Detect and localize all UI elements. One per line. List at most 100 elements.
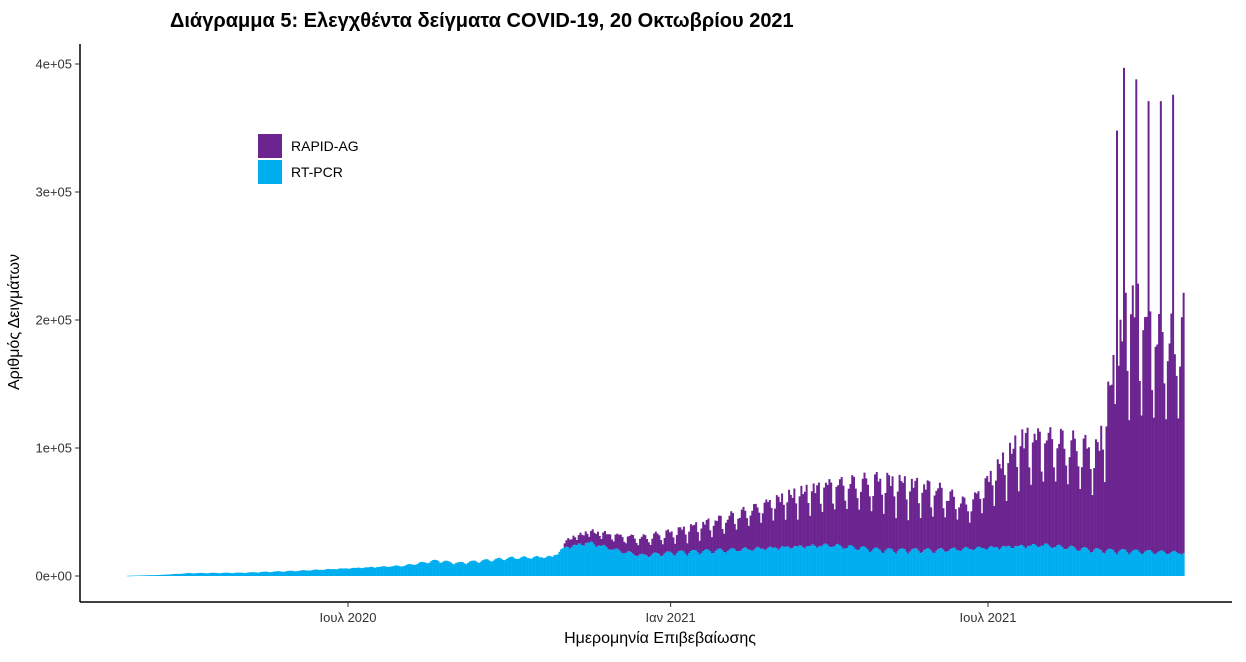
- bar-rt-pcr: [809, 546, 812, 576]
- bar-rt-pcr: [279, 571, 282, 576]
- bar-rt-pcr: [386, 567, 389, 576]
- bar-rapid-ag: [851, 475, 854, 546]
- bar-rapid-ag: [761, 513, 764, 549]
- bar-rapid-ag: [607, 534, 610, 550]
- bar-rt-pcr: [937, 549, 940, 576]
- bar-rapid-ag: [779, 502, 782, 548]
- bar-rapid-ag: [1110, 384, 1113, 550]
- bar-rt-pcr: [346, 568, 349, 576]
- bar-rapid-ag: [586, 533, 589, 543]
- bar-rapid-ag: [677, 527, 680, 552]
- bar-rt-pcr: [886, 548, 889, 576]
- bar-rt-pcr: [893, 552, 896, 576]
- bar-rt-pcr: [449, 562, 452, 576]
- bar-rapid-ag: [763, 502, 766, 550]
- bar-rt-pcr: [398, 566, 401, 576]
- bar-rt-pcr: [910, 549, 913, 576]
- bar-rt-pcr: [686, 555, 689, 576]
- bar-rt-pcr: [926, 548, 929, 576]
- bar-rt-pcr: [840, 546, 843, 576]
- bar-rt-pcr: [891, 549, 894, 576]
- bar-rt-pcr: [719, 548, 722, 576]
- bar-rt-pcr: [253, 572, 256, 576]
- bar-rt-pcr: [1152, 553, 1155, 576]
- bar-rt-pcr: [703, 549, 706, 576]
- bar-rapid-ag: [707, 518, 710, 550]
- bar-rt-pcr: [896, 550, 899, 576]
- bar-rt-pcr: [895, 553, 898, 576]
- bar-rt-pcr: [765, 549, 768, 576]
- bar-rapid-ag: [900, 481, 903, 549]
- bar-rt-pcr: [326, 568, 329, 576]
- bar-rt-pcr: [560, 549, 563, 576]
- bar-rt-pcr: [837, 543, 840, 576]
- bar-rt-pcr: [828, 546, 831, 576]
- bar-rapid-ag: [842, 485, 845, 549]
- bar-rt-pcr: [446, 560, 449, 576]
- bar-rt-pcr: [528, 558, 531, 576]
- bar-rt-pcr: [554, 554, 557, 576]
- bar-rt-pcr: [637, 555, 640, 576]
- bar-rt-pcr: [1121, 549, 1124, 576]
- bar-rapid-ag: [696, 532, 699, 553]
- bar-rt-pcr: [698, 554, 701, 576]
- bar-rt-pcr: [204, 573, 207, 576]
- bar-rt-pcr: [909, 551, 912, 576]
- bar-rapid-ag: [600, 539, 603, 547]
- bar-rt-pcr: [944, 551, 947, 576]
- bar-rt-pcr: [1044, 543, 1047, 576]
- bar-rapid-ag: [654, 531, 657, 553]
- bar-rt-pcr: [602, 544, 605, 576]
- bar-rapid-ag: [581, 534, 584, 546]
- bar-rt-pcr: [1012, 548, 1015, 576]
- bar-rt-pcr: [739, 551, 742, 576]
- bar-rt-pcr: [1094, 548, 1097, 576]
- bar-rt-pcr: [1126, 552, 1129, 576]
- bar-rapid-ag: [884, 492, 887, 551]
- bar-rt-pcr: [393, 565, 396, 576]
- bar-rt-pcr: [172, 574, 175, 576]
- bar-rapid-ag: [591, 529, 594, 543]
- bar-rt-pcr: [1165, 553, 1168, 576]
- bar-rt-pcr: [838, 545, 841, 576]
- legend-label-rapid-ag: RAPID-AG: [291, 138, 359, 154]
- bar-rt-pcr: [1079, 550, 1082, 576]
- bar-rt-pcr: [907, 553, 910, 576]
- bar-rt-pcr: [798, 545, 801, 576]
- bar-rapid-ag: [896, 491, 899, 551]
- bar-rt-pcr: [596, 545, 599, 576]
- bar-rt-pcr: [163, 574, 166, 576]
- bar-rt-pcr: [651, 554, 654, 576]
- bar-rapid-ag: [1158, 314, 1161, 552]
- bar-rt-pcr: [312, 569, 315, 576]
- bar-rt-pcr: [428, 562, 431, 576]
- bar-rt-pcr: [270, 572, 273, 576]
- bar-rt-pcr: [789, 548, 792, 576]
- bar-rt-pcr: [1154, 554, 1157, 576]
- bar-rt-pcr: [333, 569, 336, 576]
- bar-rt-pcr: [1051, 548, 1054, 576]
- bar-rt-pcr: [1112, 550, 1115, 576]
- bar-rt-pcr: [1054, 547, 1057, 576]
- bar-rapid-ag: [663, 538, 666, 554]
- bar-rapid-ag: [726, 519, 729, 552]
- bar-rt-pcr: [653, 552, 656, 576]
- bar-rapid-ag: [737, 518, 740, 552]
- bar-rt-pcr: [470, 560, 473, 576]
- bar-rt-pcr: [933, 552, 936, 576]
- bar-rt-pcr: [935, 550, 938, 576]
- bar-rapid-ag: [1163, 383, 1166, 552]
- bar-rapid-ag: [973, 492, 976, 550]
- bar-rt-pcr: [298, 570, 301, 576]
- bar-rt-pcr: [665, 551, 668, 576]
- bar-rt-pcr: [833, 546, 836, 576]
- bar-rapid-ag: [1058, 443, 1061, 545]
- bar-rapid-ag: [682, 526, 685, 552]
- bar-rapid-ag: [882, 513, 885, 553]
- bar-rt-pcr: [214, 572, 217, 576]
- bar-rt-pcr: [1145, 550, 1148, 576]
- bar-rapid-ag: [945, 500, 948, 552]
- bar-rt-pcr: [1063, 549, 1066, 576]
- bar-rt-pcr: [1087, 549, 1090, 576]
- bar-rt-pcr: [197, 572, 200, 576]
